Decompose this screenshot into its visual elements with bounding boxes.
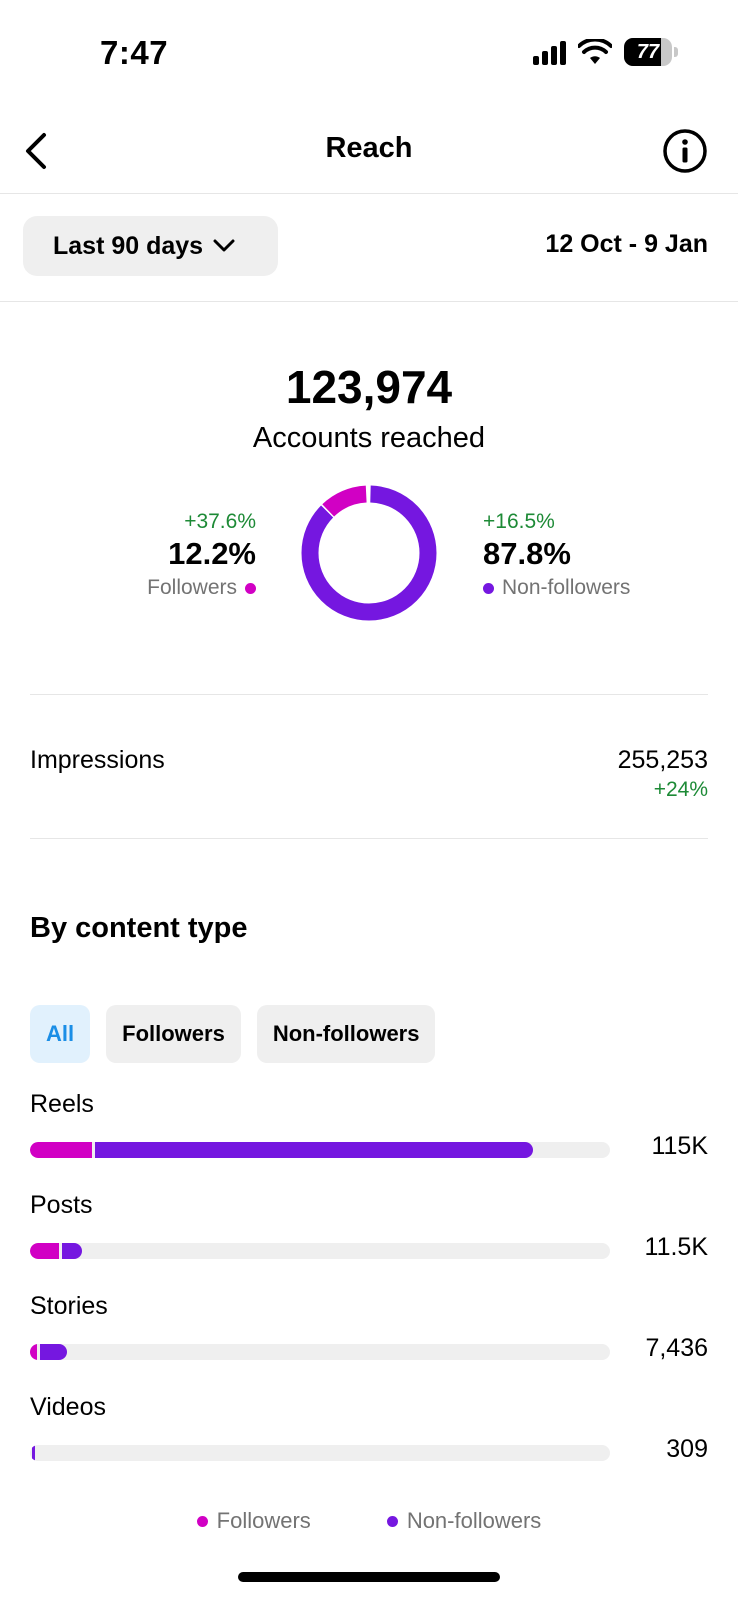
content-row-value: 115K bbox=[651, 1132, 708, 1160]
legend-non-followers-label: Non-followers bbox=[406, 1508, 542, 1533]
followers-percent: 12.2% bbox=[168, 536, 256, 571]
chip-all[interactable]: All bbox=[30, 1005, 91, 1063]
status-time: 7:47 bbox=[100, 34, 169, 71]
filter-row: Last 90 days 12 Oct - 9 Jan bbox=[0, 194, 738, 302]
content-row-value: 7,436 bbox=[645, 1334, 708, 1362]
accounts-reached-label: Accounts reached bbox=[252, 422, 486, 454]
content-bar-track bbox=[30, 1243, 610, 1259]
nav-bar: Reach bbox=[0, 110, 738, 194]
content-type-list: Reels 115K Posts 11.5K Stories 7,436 Vid… bbox=[30, 1090, 708, 1494]
divider bbox=[30, 838, 708, 839]
non-followers-legend: Non-followers bbox=[483, 576, 630, 600]
impressions-delta: +24% bbox=[653, 778, 708, 801]
legend-non-followers: Non-followers bbox=[386, 1508, 542, 1534]
followers-legend-label: Followers bbox=[147, 576, 237, 599]
followers-stat: +37.6% 12.2% Followers bbox=[147, 510, 256, 600]
followers-legend: Followers bbox=[147, 576, 256, 600]
date-range-dropdown-label: Last 90 days bbox=[53, 231, 204, 260]
followers-dot-icon bbox=[196, 1515, 208, 1527]
chevron-down-icon bbox=[213, 239, 235, 252]
bar-legend: Followers Non-followers bbox=[0, 1508, 738, 1534]
non-followers-stat: +16.5% 87.8% Non-followers bbox=[483, 510, 630, 600]
non-followers-dot-icon bbox=[483, 582, 494, 594]
content-row-videos: Videos 309 bbox=[30, 1393, 708, 1494]
content-row-label: Stories bbox=[30, 1292, 108, 1320]
reach-donut-chart bbox=[301, 485, 437, 621]
content-row-label: Posts bbox=[30, 1191, 93, 1219]
content-bar-track bbox=[30, 1445, 610, 1461]
divider bbox=[30, 694, 708, 695]
date-range-text: 12 Oct - 9 Jan bbox=[545, 230, 708, 258]
battery-percent: 77 bbox=[636, 40, 660, 63]
chip-non-followers[interactable]: Non-followers bbox=[256, 1005, 436, 1063]
chevron-left-icon bbox=[26, 133, 46, 169]
non-followers-dot-icon bbox=[386, 1515, 398, 1527]
home-indicator[interactable] bbox=[238, 1572, 500, 1582]
followers-bar bbox=[30, 1344, 37, 1360]
legend-followers: Followers bbox=[196, 1508, 311, 1534]
content-row-label: Videos bbox=[30, 1393, 106, 1421]
followers-bar bbox=[30, 1243, 59, 1259]
content-row-value: 309 bbox=[666, 1435, 708, 1463]
page-title: Reach bbox=[325, 132, 413, 164]
content-row-value: 11.5K bbox=[644, 1233, 708, 1261]
info-icon[interactable] bbox=[662, 128, 708, 174]
content-row-label: Reels bbox=[30, 1090, 94, 1118]
chip-followers[interactable]: Followers bbox=[106, 1005, 241, 1063]
impressions-label: Impressions bbox=[30, 746, 165, 774]
non-followers-bar bbox=[39, 1344, 68, 1360]
followers-delta: +37.6% bbox=[184, 510, 256, 533]
non-followers-bar bbox=[32, 1445, 35, 1461]
date-range-dropdown[interactable]: Last 90 days bbox=[23, 216, 278, 276]
impressions-value: 255,253 bbox=[617, 746, 708, 774]
content-bar-track bbox=[30, 1142, 610, 1158]
content-row-stories: Stories 7,436 bbox=[30, 1292, 708, 1393]
content-row-reels: Reels 115K bbox=[30, 1090, 708, 1191]
battery-cap bbox=[674, 47, 678, 57]
followers-bar bbox=[30, 1142, 93, 1158]
wifi-icon bbox=[578, 39, 612, 64]
audience-filter-chips: All Followers Non-followers bbox=[30, 1005, 436, 1063]
accounts-reached-count: 123,974 bbox=[285, 361, 453, 413]
non-followers-legend-label: Non-followers bbox=[502, 576, 631, 599]
battery-level bbox=[624, 38, 661, 66]
non-followers-percent: 87.8% bbox=[483, 536, 571, 571]
non-followers-delta: +16.5% bbox=[483, 510, 555, 533]
status-bar: 7:47 77 bbox=[0, 0, 738, 110]
status-icons: 77 bbox=[533, 38, 678, 66]
non-followers-bar bbox=[94, 1142, 533, 1158]
non-followers-bar bbox=[61, 1243, 83, 1259]
content-bar-track bbox=[30, 1344, 610, 1360]
section-title: By content type bbox=[30, 912, 248, 944]
donut-non-followers-segment bbox=[301, 485, 437, 621]
reach-summary: 123,974 Accounts reached +37.6% 12.2% Fo… bbox=[0, 302, 738, 707]
content-row-posts: Posts 11.5K bbox=[30, 1191, 708, 1292]
signal-icon bbox=[533, 39, 566, 65]
impressions-row: Impressions 255,253 +24% bbox=[0, 708, 738, 854]
back-button[interactable] bbox=[10, 126, 60, 176]
followers-dot-icon bbox=[245, 582, 256, 594]
legend-followers-label: Followers bbox=[216, 1508, 311, 1533]
battery-icon: 77 bbox=[624, 38, 672, 66]
